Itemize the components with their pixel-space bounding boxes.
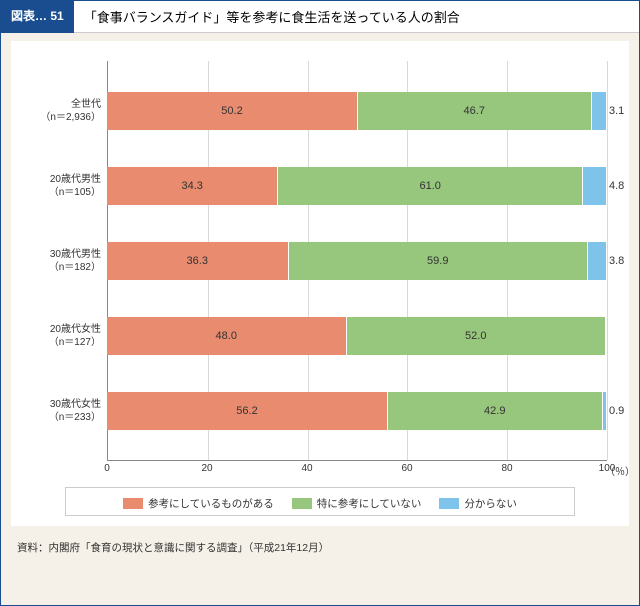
stacked-bar: 36.359.93.8 xyxy=(107,242,607,280)
bar-segment: 46.7 xyxy=(358,92,592,130)
legend-item: 参考にしているものがある xyxy=(123,496,274,511)
stacked-bar: 56.242.90.9 xyxy=(107,392,607,430)
figure-title: 「食事バランスガイド」等を参考に食生活を送っている人の割合 xyxy=(74,1,639,33)
bar-segment: 42.9 xyxy=(388,392,603,430)
bar-row: 20歳代男性（n＝105）34.361.04.8 xyxy=(107,167,607,205)
figure-header: 図表… 51 「食事バランスガイド」等を参考に食生活を送っている人の割合 xyxy=(1,1,639,33)
category-label: 30歳代男性（n＝182） xyxy=(49,248,101,274)
gridline xyxy=(607,61,608,460)
legend: 参考にしているものがある 特に参考にしていない 分からない xyxy=(65,487,575,516)
bar-segment: 61.0 xyxy=(278,167,583,205)
x-axis-ticks: （％） 020406080100 xyxy=(107,461,607,481)
x-tick-label: 0 xyxy=(104,463,110,474)
bar-segment: 4.8 xyxy=(583,167,607,205)
legend-label: 参考にしているものがある xyxy=(148,496,274,511)
x-tick-label: 40 xyxy=(301,463,312,474)
stacked-bar: 34.361.04.8 xyxy=(107,167,607,205)
bar-segment: 34.3 xyxy=(107,167,278,205)
x-tick-label: 60 xyxy=(401,463,412,474)
chart-area: 全世代（n＝2,936）50.246.73.120歳代男性（n＝105）34.3… xyxy=(11,41,629,526)
bar-value-label: 4.8 xyxy=(609,180,624,192)
figure-number-badge: 図表… 51 xyxy=(1,1,74,33)
plot-area: 全世代（n＝2,936）50.246.73.1 20歳代男性（n＝105）34.3… xyxy=(107,61,607,481)
bar-row: 30歳代男性（n＝182）36.359.93.8 xyxy=(107,242,607,280)
legend-swatch xyxy=(439,498,459,509)
bar-value-label: 3.8 xyxy=(609,255,624,267)
bar-value-label: 0.9 xyxy=(609,405,624,417)
bar-row: 全世代（n＝2,936）50.246.73.1 xyxy=(107,92,607,130)
bar-segment: 3.8 xyxy=(588,242,607,280)
bar-segment: 3.1 xyxy=(592,92,608,130)
x-tick-label: 100 xyxy=(599,463,616,474)
legend-item: 特に参考にしていない xyxy=(292,496,422,511)
legend-item: 分からない xyxy=(439,496,517,511)
bar-segment: 52.0 xyxy=(347,317,606,355)
bar-segment: 36.3 xyxy=(107,242,289,280)
category-label: 全世代（n＝2,936） xyxy=(40,98,101,124)
bars-container: 全世代（n＝2,936）50.246.73.1 20歳代男性（n＝105）34.3… xyxy=(107,61,607,461)
legend-swatch xyxy=(292,498,312,509)
bar-row: 20歳代女性（n＝127）48.052.0 xyxy=(107,317,607,355)
category-label: 20歳代女性（n＝127） xyxy=(49,323,101,349)
bar-segment: 50.2 xyxy=(107,92,358,130)
category-label: 30歳代女性（n＝233） xyxy=(49,398,101,424)
figure-container: 図表… 51 「食事バランスガイド」等を参考に食生活を送っている人の割合 全世代… xyxy=(0,0,640,606)
stacked-bar: 50.246.73.1 xyxy=(107,92,607,130)
stacked-bar: 48.052.0 xyxy=(107,317,607,355)
legend-label: 特に参考にしていない xyxy=(317,496,422,511)
bar-segment xyxy=(606,317,607,355)
legend-swatch xyxy=(123,498,143,509)
bar-segment: 0.9 xyxy=(603,392,608,430)
x-tick-label: 20 xyxy=(201,463,212,474)
source-note: 資料：内閣府「食育の現状と意識に関する調査」（平成21年12月） xyxy=(1,530,639,567)
bar-segment: 59.9 xyxy=(289,242,589,280)
legend-label: 分からない xyxy=(464,496,517,511)
category-label: 20歳代男性（n＝105） xyxy=(49,173,101,199)
bar-segment: 48.0 xyxy=(107,317,347,355)
bar-value-label: 3.1 xyxy=(609,105,624,117)
bar-segment: 56.2 xyxy=(107,392,388,430)
x-tick-label: 80 xyxy=(501,463,512,474)
bar-row: 30歳代女性（n＝233）56.242.90.9 xyxy=(107,392,607,430)
